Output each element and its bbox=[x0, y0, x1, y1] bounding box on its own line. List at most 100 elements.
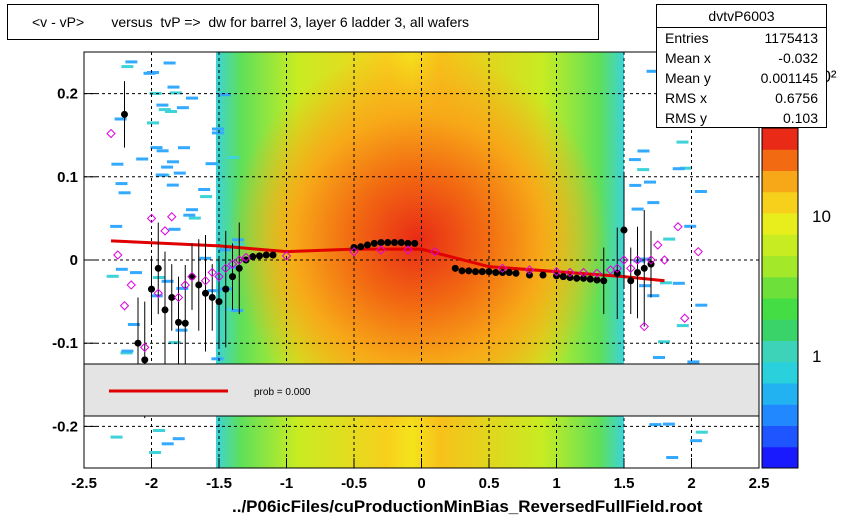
data-point-black bbox=[634, 268, 641, 276]
data-point-magenta bbox=[673, 222, 683, 232]
speckle bbox=[188, 216, 201, 220]
color-scale-segment bbox=[762, 170, 798, 193]
x-tick-label: -2 bbox=[145, 475, 158, 492]
speckle bbox=[639, 284, 652, 288]
data-point-black bbox=[161, 306, 169, 314]
stats-key: RMS y bbox=[665, 110, 707, 126]
stats-separator bbox=[657, 27, 826, 28]
speckle bbox=[666, 456, 679, 459]
data-point-magenta bbox=[403, 245, 413, 255]
speckle bbox=[147, 71, 159, 74]
speckle bbox=[676, 324, 689, 328]
stats-value: -0.032 bbox=[778, 50, 818, 66]
stats-row: Mean x -0.032 bbox=[665, 50, 818, 70]
speckle bbox=[211, 357, 224, 361]
source-filename: ../P06icFiles/cuProductionMinBias_Revers… bbox=[232, 497, 703, 516]
speckle bbox=[186, 208, 198, 212]
speckle bbox=[200, 195, 213, 199]
data-point-magenta bbox=[146, 213, 157, 224]
speckle bbox=[121, 349, 134, 353]
data-point-black bbox=[269, 251, 277, 259]
data-point-magenta bbox=[646, 255, 656, 265]
speckle bbox=[136, 157, 149, 161]
data-point-magenta bbox=[187, 271, 197, 282]
speckle bbox=[165, 110, 177, 113]
plot-title: <v - vP> versus tvP => dw for barrel 3, … bbox=[32, 14, 470, 30]
data-point-black bbox=[121, 110, 128, 118]
data-point-magenta bbox=[126, 280, 136, 290]
speckle bbox=[172, 437, 185, 441]
data-point-magenta bbox=[153, 288, 163, 298]
data-point-magenta bbox=[551, 266, 562, 277]
data-point-black bbox=[472, 268, 479, 276]
stats-row: RMS x 0.6756 bbox=[665, 90, 818, 110]
data-point-black bbox=[256, 252, 263, 260]
legend-label: prob = 0.000 bbox=[254, 387, 311, 398]
speckle bbox=[223, 307, 236, 311]
speckle bbox=[161, 165, 174, 169]
speckle bbox=[687, 360, 700, 364]
data-point-black bbox=[370, 239, 378, 247]
color-scale-bar: 11010² bbox=[761, 67, 837, 469]
color-scale-segment bbox=[762, 298, 798, 320]
data-point-black bbox=[640, 264, 648, 272]
speckle bbox=[161, 442, 174, 446]
data-point-magenta bbox=[207, 267, 217, 278]
speckle bbox=[231, 309, 244, 313]
x-tick-label: -1.5 bbox=[206, 475, 232, 492]
speckle bbox=[153, 276, 165, 279]
data-point-magenta bbox=[653, 240, 663, 250]
x-tick-label: 2.5 bbox=[749, 475, 770, 492]
data-point-black bbox=[458, 267, 466, 275]
stats-key: RMS x bbox=[665, 90, 707, 106]
stats-value: 0.6756 bbox=[775, 90, 818, 106]
stats-row: RMS y 0.103 bbox=[665, 110, 818, 130]
data-point-black bbox=[154, 264, 162, 272]
data-point-black bbox=[492, 268, 500, 276]
speckle bbox=[637, 149, 650, 153]
speckle bbox=[155, 173, 168, 177]
data-point-magenta bbox=[592, 268, 602, 279]
stats-name: dvtvP6003 bbox=[708, 8, 775, 24]
data-point-black bbox=[505, 268, 513, 276]
speckle bbox=[168, 341, 181, 345]
speckle bbox=[150, 146, 163, 150]
data-point-black bbox=[600, 277, 608, 285]
y-tick-label: 0.1 bbox=[57, 169, 78, 186]
speckle bbox=[676, 140, 689, 144]
legend-box: prob = 0.000 bbox=[83, 363, 760, 417]
speckle bbox=[649, 423, 662, 427]
data-point-magenta bbox=[619, 255, 629, 265]
color-scale-segment bbox=[762, 234, 798, 256]
speckle bbox=[156, 149, 169, 153]
x-tick-label: -1 bbox=[280, 475, 293, 492]
y-tick-label: -0.1 bbox=[52, 335, 78, 352]
data-point-magenta bbox=[160, 226, 170, 236]
data-point-black bbox=[573, 274, 581, 282]
data-point-black bbox=[404, 239, 412, 247]
data-point-black bbox=[188, 273, 196, 281]
speckle bbox=[110, 224, 123, 228]
data-point-black bbox=[613, 269, 621, 277]
color-scale-segment bbox=[762, 361, 798, 384]
speckle bbox=[173, 171, 186, 175]
data-point-magenta bbox=[659, 255, 670, 265]
speckle bbox=[115, 182, 128, 186]
speckle bbox=[695, 430, 708, 434]
color-scale-segment bbox=[762, 191, 798, 214]
data-point-black bbox=[465, 267, 473, 275]
data-point-magenta bbox=[281, 251, 292, 261]
stats-box: dvtvP6003 Entries 1175413 Mean x -0.032 Me… bbox=[656, 4, 827, 128]
color-scale-segment bbox=[762, 383, 798, 405]
speckle bbox=[653, 356, 665, 359]
speckle bbox=[690, 439, 703, 443]
data-point-black bbox=[141, 356, 149, 364]
speckle bbox=[633, 259, 646, 263]
speckle bbox=[637, 168, 650, 172]
data-point-magenta bbox=[113, 250, 123, 260]
speckle bbox=[121, 65, 134, 69]
data-point-magenta bbox=[524, 265, 535, 275]
data-point-black bbox=[181, 319, 189, 327]
speckle bbox=[158, 108, 171, 112]
speckle bbox=[672, 167, 685, 171]
